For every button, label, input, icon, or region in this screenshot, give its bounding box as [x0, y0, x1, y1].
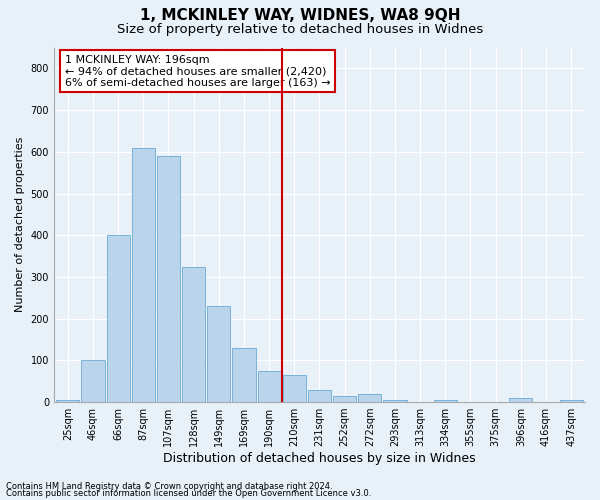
Bar: [434, 400, 457, 402]
Bar: [560, 400, 583, 402]
Bar: [131, 148, 155, 402]
Text: Contains HM Land Registry data © Crown copyright and database right 2024.: Contains HM Land Registry data © Crown c…: [6, 482, 332, 491]
Text: 1 MCKINLEY WAY: 196sqm
← 94% of detached houses are smaller (2,420)
6% of semi-d: 1 MCKINLEY WAY: 196sqm ← 94% of detached…: [65, 54, 330, 88]
Bar: [308, 390, 331, 402]
Bar: [509, 398, 532, 402]
Y-axis label: Number of detached properties: Number of detached properties: [15, 137, 25, 312]
Bar: [107, 235, 130, 402]
Bar: [82, 360, 104, 402]
Text: 1, MCKINLEY WAY, WIDNES, WA8 9QH: 1, MCKINLEY WAY, WIDNES, WA8 9QH: [140, 8, 460, 22]
Bar: [383, 400, 407, 402]
Text: Size of property relative to detached houses in Widnes: Size of property relative to detached ho…: [117, 22, 483, 36]
Bar: [157, 156, 180, 402]
Text: Contains public sector information licensed under the Open Government Licence v3: Contains public sector information licen…: [6, 489, 371, 498]
X-axis label: Distribution of detached houses by size in Widnes: Distribution of detached houses by size …: [163, 452, 476, 465]
Bar: [232, 348, 256, 402]
Bar: [283, 375, 306, 402]
Bar: [358, 394, 382, 402]
Bar: [257, 371, 281, 402]
Bar: [333, 396, 356, 402]
Bar: [182, 266, 205, 402]
Bar: [56, 400, 79, 402]
Bar: [207, 306, 230, 402]
